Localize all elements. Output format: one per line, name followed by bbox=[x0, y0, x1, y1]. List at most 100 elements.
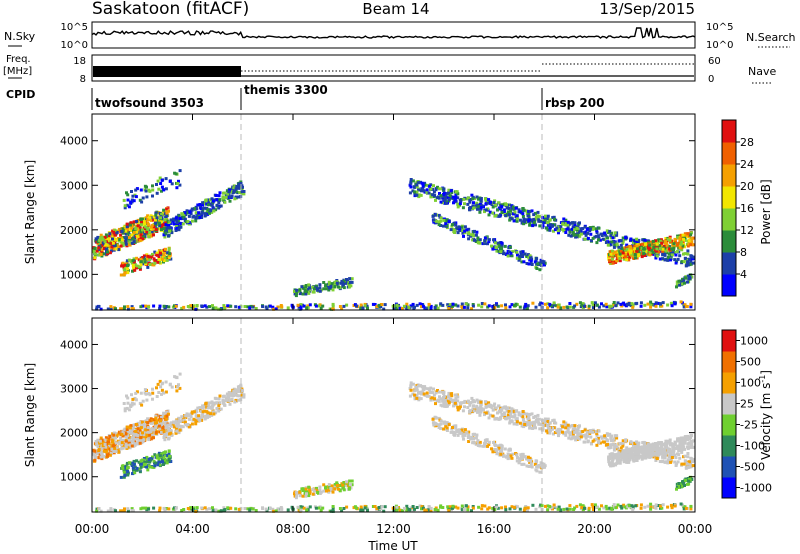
velocity-cell bbox=[219, 509, 223, 513]
power-cell bbox=[594, 234, 598, 238]
power-cell bbox=[237, 186, 240, 190]
velocity-cell bbox=[184, 414, 188, 418]
velocity-cell bbox=[208, 405, 212, 409]
velocity-cell bbox=[639, 506, 643, 510]
power-cell bbox=[605, 305, 609, 309]
power-cell bbox=[505, 206, 509, 210]
velocity-cell bbox=[436, 389, 439, 392]
velocity-cell bbox=[147, 392, 151, 395]
power-cell bbox=[189, 304, 193, 308]
power-cell bbox=[543, 216, 547, 220]
velocity-cell bbox=[113, 446, 117, 450]
velocity-cell bbox=[128, 438, 131, 442]
power-cell bbox=[133, 263, 137, 267]
power-cell bbox=[654, 301, 658, 305]
power-cell bbox=[407, 306, 411, 309]
power-cell bbox=[522, 222, 526, 226]
power-cell bbox=[672, 246, 676, 250]
power-cell bbox=[678, 254, 682, 258]
power-cell bbox=[439, 200, 443, 204]
velocity-cell bbox=[187, 417, 191, 421]
power-cell bbox=[448, 303, 452, 307]
velocity-cell bbox=[687, 460, 691, 464]
velocity-cell bbox=[460, 504, 464, 508]
power-cell bbox=[633, 239, 637, 243]
velocity-cell bbox=[306, 508, 310, 512]
power-cell bbox=[331, 302, 335, 306]
power-cell bbox=[675, 249, 679, 253]
power-cell bbox=[157, 187, 161, 191]
power-cell bbox=[361, 306, 365, 310]
power-cell bbox=[621, 241, 625, 245]
velocity-cell bbox=[163, 421, 167, 425]
power-cell bbox=[365, 304, 369, 308]
velocity-cell bbox=[306, 506, 310, 510]
velocity-cell bbox=[119, 509, 123, 513]
velocity-cell bbox=[200, 415, 204, 419]
power-cell bbox=[144, 218, 148, 222]
velocity-cell bbox=[184, 416, 188, 420]
power-cell bbox=[359, 306, 363, 310]
velocity-cell bbox=[546, 504, 550, 508]
power-cell bbox=[627, 302, 631, 305]
velocity-cell bbox=[107, 447, 111, 451]
power-cell bbox=[661, 251, 665, 255]
power-cell bbox=[215, 198, 219, 202]
power-cell bbox=[107, 237, 111, 241]
velocity-cell bbox=[564, 421, 568, 425]
power-cell bbox=[143, 184, 147, 188]
power-cell bbox=[186, 211, 190, 215]
power-cell bbox=[611, 255, 615, 259]
velocity-cell bbox=[150, 433, 154, 437]
power-cell bbox=[456, 205, 460, 209]
power-cell bbox=[548, 226, 552, 230]
power-cell bbox=[561, 227, 564, 231]
velocity-cell bbox=[578, 433, 582, 437]
power-cell bbox=[611, 252, 615, 256]
power-cell bbox=[675, 283, 679, 287]
power-cell bbox=[165, 207, 169, 211]
power-cell bbox=[452, 201, 455, 205]
velocity-cell bbox=[350, 479, 354, 483]
freq-unit: [MHz] bbox=[3, 66, 32, 77]
velocity-cell bbox=[151, 387, 154, 391]
power-cell bbox=[251, 305, 255, 309]
velocity-cell bbox=[127, 408, 131, 412]
velocity-cell bbox=[337, 487, 340, 491]
power-cell bbox=[93, 256, 97, 260]
power-cell bbox=[650, 248, 654, 252]
power-cell bbox=[493, 241, 497, 245]
power-cell bbox=[120, 238, 124, 242]
velocity-cell bbox=[565, 430, 569, 434]
velocity-cell bbox=[133, 432, 137, 435]
power-cell bbox=[139, 233, 143, 237]
power-cell bbox=[122, 198, 126, 202]
power-cell bbox=[200, 212, 204, 216]
velocity-cell bbox=[552, 426, 556, 430]
power-cell bbox=[132, 240, 136, 243]
velocity-cell bbox=[667, 455, 671, 459]
power-cell bbox=[124, 237, 128, 241]
power-cell bbox=[178, 169, 182, 173]
power-cell bbox=[595, 231, 599, 235]
power-cell bbox=[548, 228, 552, 232]
velocity-cell bbox=[552, 418, 556, 422]
power-cell bbox=[158, 307, 162, 311]
power-cell bbox=[350, 277, 354, 281]
power-cell bbox=[497, 214, 501, 218]
power-cell bbox=[666, 237, 670, 241]
power-cell bbox=[132, 220, 136, 224]
power-cell bbox=[165, 258, 169, 262]
power-cell bbox=[136, 224, 140, 228]
power-cell bbox=[114, 238, 118, 242]
power-cell bbox=[506, 254, 510, 258]
velocity-cell bbox=[185, 412, 189, 416]
power-cell bbox=[436, 185, 439, 189]
velocity-cell bbox=[512, 422, 516, 426]
power-cell bbox=[201, 203, 204, 207]
power-cell bbox=[408, 191, 412, 195]
power-cell bbox=[543, 214, 547, 218]
velocity-cell bbox=[228, 402, 232, 406]
velocity-cell bbox=[429, 398, 433, 402]
velocity-cell bbox=[478, 410, 482, 414]
